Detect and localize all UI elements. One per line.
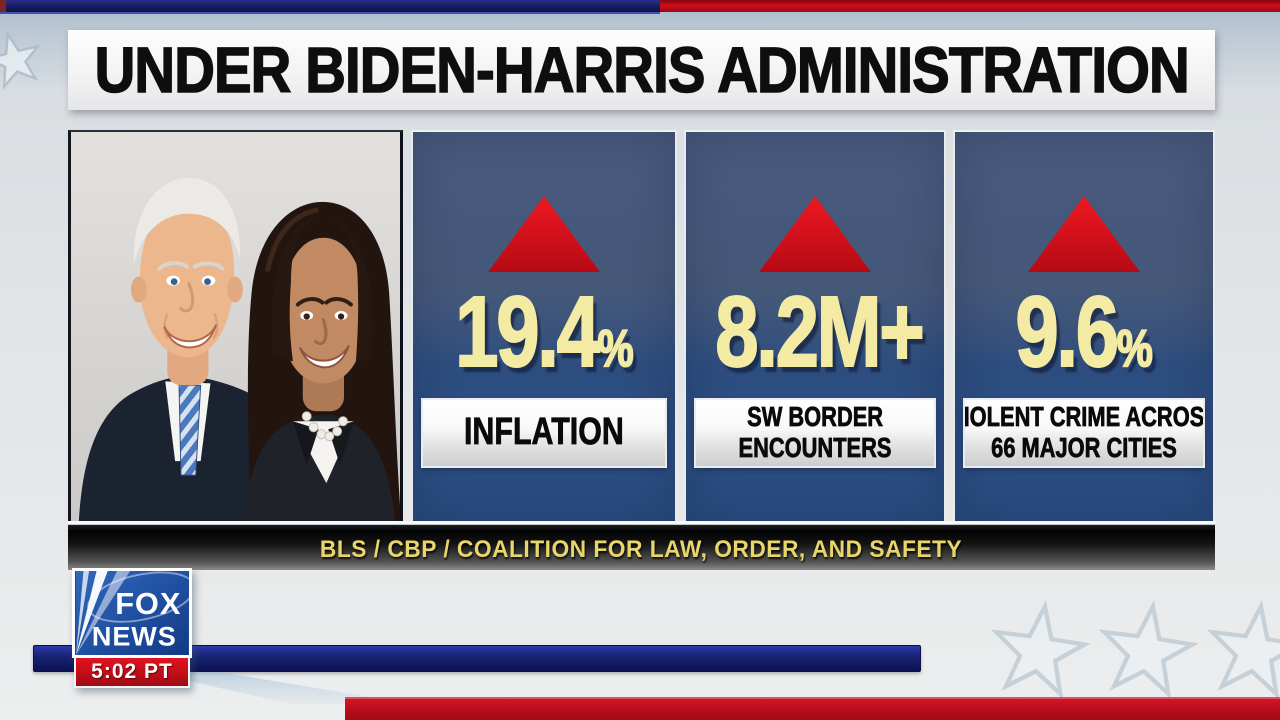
stat-suffix: % (1116, 320, 1154, 378)
star-icon (982, 593, 1097, 703)
stat-value: 9.6% (955, 279, 1213, 386)
source-attribution-bar: BLS / CBP / COALITION FOR LAW, ORDER, AN… (68, 530, 1215, 570)
stat-panel-inflation: 19.4% INFLATION (411, 130, 677, 521)
stat-suffix: % (596, 320, 634, 378)
stat-label-line: SW BORDER (747, 401, 884, 433)
stat-value: 19.4% (413, 279, 675, 386)
photo-illustration (71, 132, 400, 521)
stat-value: 8.2M+ (686, 279, 944, 386)
stat-label-line: VIOLENT CRIME ACROSS (965, 401, 1203, 433)
stat-label-line: 66 MAJOR CITIES (991, 432, 1177, 463)
biden-harris-photo (68, 130, 403, 521)
fox-wordmark: FOX (115, 586, 181, 621)
stat-number: 9.6 (1014, 276, 1119, 388)
stat-label-line: INFLATION (464, 411, 625, 454)
up-arrow-icon (488, 196, 600, 272)
stat-label-line: ENCOUNTERS (738, 432, 892, 463)
top-bar-underline (0, 12, 660, 14)
star-icon (1198, 593, 1280, 703)
top-bar-red (660, 0, 1280, 12)
stat-panel-border-encounters: 8.2M+ SW BORDER ENCOUNTERS (684, 130, 946, 521)
stat-label: VIOLENT CRIME ACROSS 66 MAJOR CITIES (965, 400, 1203, 466)
timestamp-badge: 5:02 PT (74, 658, 190, 688)
headline-title: UNDER BIDEN-HARRIS ADMINISTRATION (94, 33, 1190, 107)
top-bar-red-sliver (0, 0, 6, 12)
source-text: BLS / CBP / COALITION FOR LAW, ORDER, AN… (320, 536, 963, 563)
headline-banner: UNDER BIDEN-HARRIS ADMINISTRATION (68, 30, 1215, 110)
top-bar-navy (0, 0, 660, 12)
searchlight-beam (76, 571, 108, 655)
stat-panel-violent-crime: 9.6% VIOLENT CRIME ACROSS 66 MAJOR CITIE… (953, 130, 1215, 521)
fox-news-logo: FOX NEWS 5:02 PT (72, 568, 192, 688)
up-arrow-icon (759, 196, 871, 272)
up-arrow-icon (1028, 196, 1140, 272)
star-icon (0, 24, 50, 95)
news-wordmark: NEWS (92, 622, 177, 652)
graphic-bottom-edge (68, 521, 1215, 530)
fox-news-logo-art: FOX NEWS (76, 571, 189, 655)
stat-label: SW BORDER ENCOUNTERS (696, 400, 934, 466)
stats-graphic: 19.4% INFLATION 8.2M+ SW BORDER ENCOUNTE… (68, 130, 1215, 530)
bottom-red-stripe (345, 697, 1280, 720)
star-icon (1090, 593, 1205, 703)
stat-number: 8.2M+ (714, 276, 925, 388)
fox-news-logo-square: FOX NEWS (72, 568, 192, 658)
stat-label: INFLATION (423, 400, 665, 466)
stat-number: 19.4 (454, 276, 600, 388)
